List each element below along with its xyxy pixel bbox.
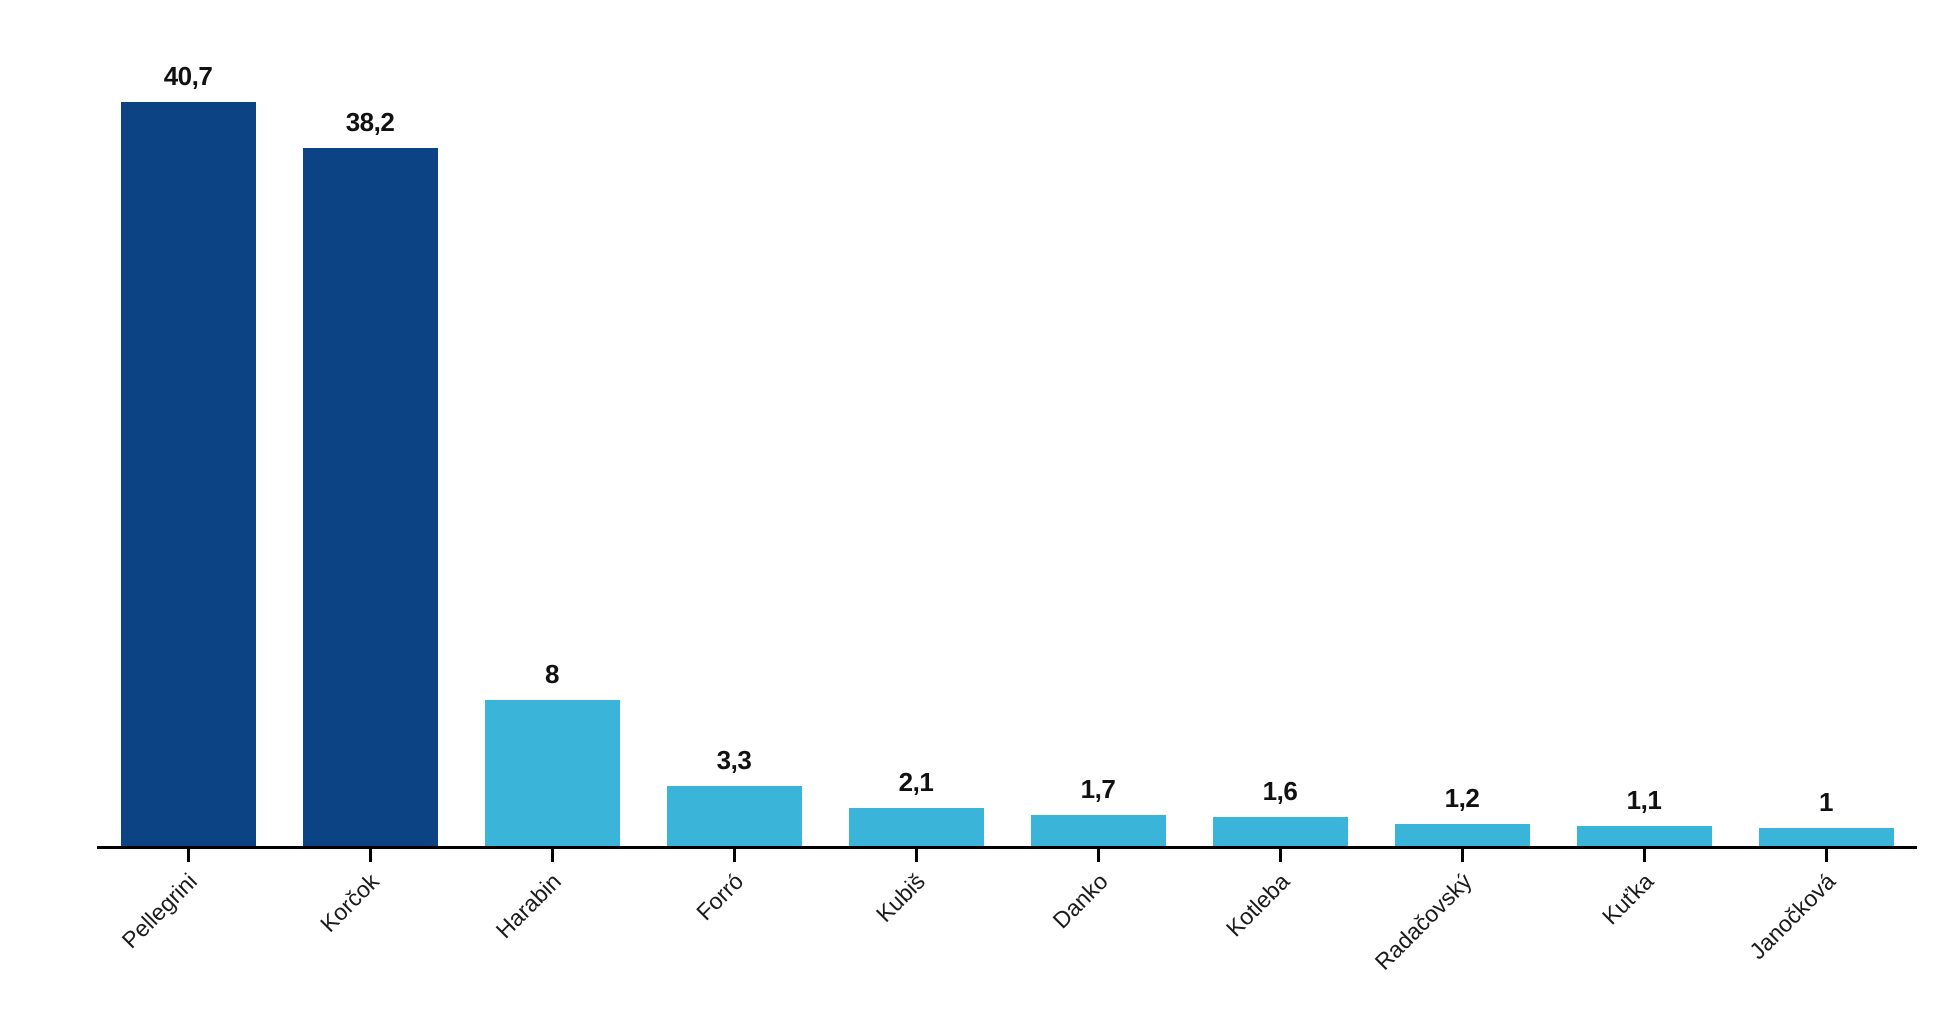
bar[interactable] [1576,825,1712,846]
category-label: Kubiš [871,868,931,928]
axis-tick [1278,849,1282,862]
bar-value-label: 38,2 [345,106,395,137]
bar[interactable] [120,102,256,846]
bar-value-label: 1,2 [1444,783,1480,814]
bar[interactable] [1758,827,1894,846]
axis-tick [550,849,554,862]
plot-area: 40,7 Pellegrini 38,2 Korčok 8 Harabin 3,… [97,0,1917,975]
category-slot: 1,1 Kuťka [1553,0,1735,930]
bar-value-label: 1,6 [1262,775,1298,806]
bar-value-label: 2,1 [898,766,934,797]
bar[interactable] [666,785,802,846]
category-label: Kuťka [1596,868,1659,930]
category-slot: 2,1 Kubiš [825,0,1007,927]
bar-value-label: 3,3 [716,744,752,775]
category-label: Janočková [1744,868,1841,965]
bar[interactable] [1394,824,1530,846]
axis-tick [1824,849,1828,862]
category-label: Harabin [491,868,567,944]
category-slot: 3,3 Forró [643,0,825,925]
category-slot: 8 Harabin [461,0,643,943]
bar[interactable] [1212,816,1348,846]
axis-tick [368,849,372,862]
x-axis-line [97,846,1917,849]
category-label: Pellegrini [117,868,203,954]
category-slot: 38,2 Korčok [279,0,461,937]
axis-tick [1642,849,1646,862]
axis-tick [732,849,736,862]
category-slot: 1,2 Radačovský [1369,0,1553,975]
bar[interactable] [484,699,620,846]
bar-value-label: 1,7 [1080,773,1116,804]
category-slot: 1 Janočková [1735,0,1917,964]
bar-value-label: 8 [545,658,559,689]
category-slot: 40,7 Pellegrini [97,0,279,953]
bar[interactable] [302,147,438,846]
category-label: Radačovský [1369,868,1477,975]
category-slot: 1,6 Kotleba [1189,0,1371,942]
axis-tick [186,849,190,862]
bar-value-label: 1,1 [1626,784,1662,815]
bar[interactable] [1030,814,1166,846]
category-label: Korčok [315,868,385,938]
axis-tick [1096,849,1100,862]
axis-tick [1460,849,1464,862]
category-slot: 1,7 Danko [1007,0,1189,933]
bar[interactable] [848,807,984,846]
bar-value-label: 1 [1819,786,1833,817]
bar-value-label: 40,7 [163,61,213,91]
category-label: Kotleba [1220,868,1295,942]
category-label: Forró [691,868,749,926]
category-label: Danko [1046,868,1113,934]
axis-tick [914,849,918,862]
